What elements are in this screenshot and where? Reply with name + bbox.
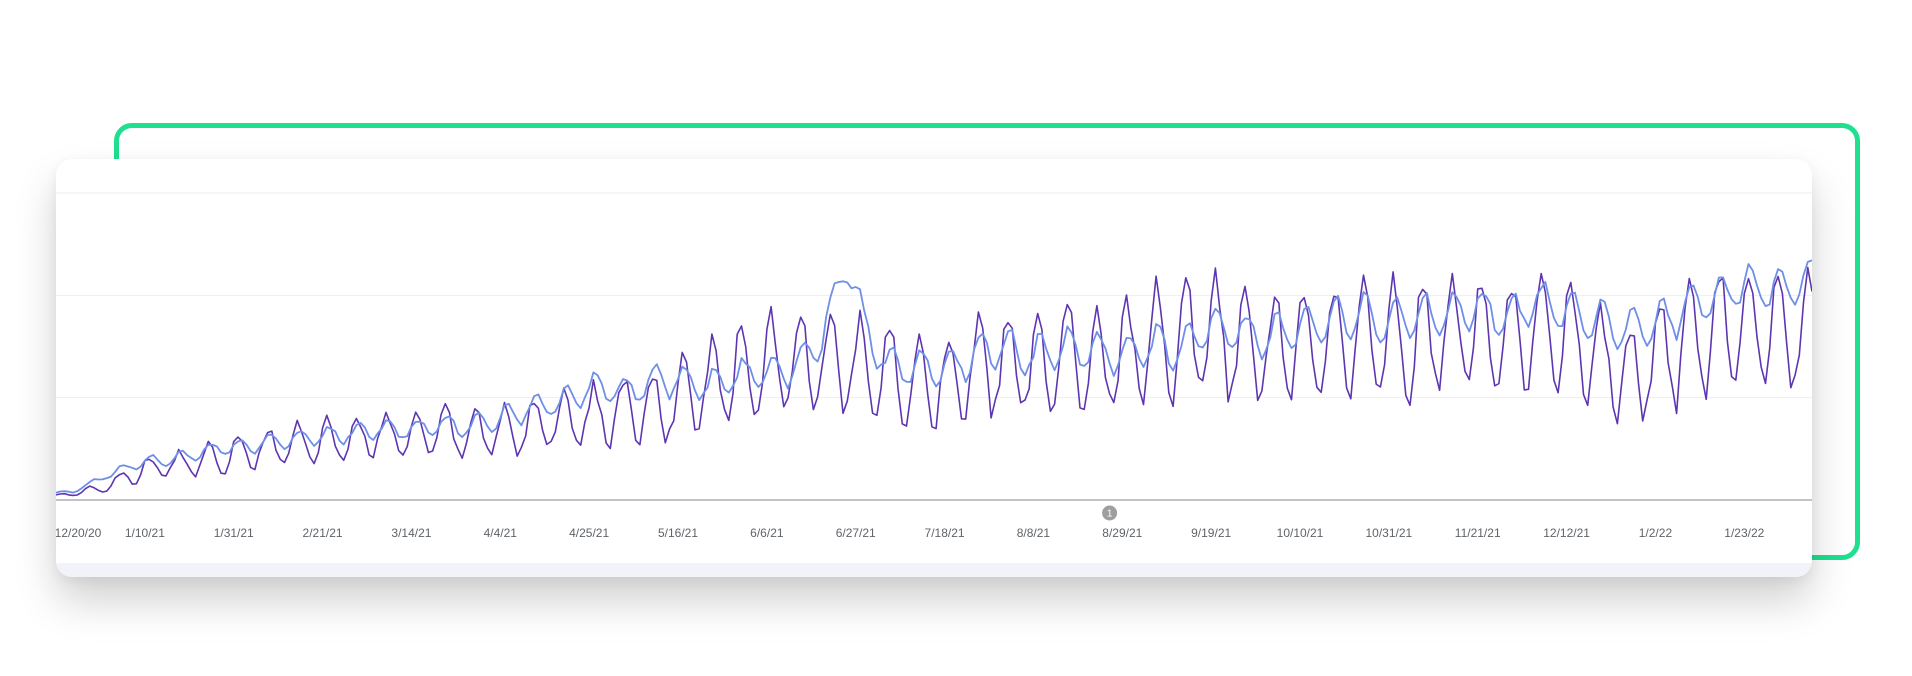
x-tick-label: 9/19/21 [1191,526,1231,540]
x-tick-label: 4/25/21 [569,526,609,540]
x-tick-label: 12/12/21 [1543,526,1590,540]
x-tick-label: 11/21/21 [1455,526,1501,540]
chart-card: 1 12/20/20 1/10/21 1/31/21 2/21/21 3/14/21 4/… [56,159,1812,577]
gridlines [56,192,1812,399]
x-tick-label: 1/31/21 [214,526,254,540]
x-tick-label: 4/4/21 [484,526,518,540]
x-tick-label: 6/27/21 [836,526,876,540]
x-tick-label: 12/20/20 [56,526,102,540]
annotation-label: 1 [1107,509,1113,520]
series-1-line [56,259,1812,494]
x-tick-label: 8/29/21 [1102,526,1142,540]
x-tick-label: 1/10/21 [125,526,165,540]
x-tick-label: 2/21/21 [303,526,343,540]
annotation-group[interactable]: 1 [1102,505,1118,521]
x-axis-tick-labels: 12/20/20 1/10/21 1/31/21 2/21/21 3/14/21 4/4/… [56,526,1765,540]
x-tick-label: 3/14/21 [391,526,431,540]
x-tick-label: 5/16/21 [658,526,698,540]
series-2-line [56,266,1812,497]
x-tick-label: 10/31/21 [1366,526,1413,540]
line-chart: 1 12/20/20 1/10/21 1/31/21 2/21/21 3/14/21 4/… [56,192,1812,540]
annotation-marker[interactable] [1102,505,1118,521]
series-group [56,259,1812,497]
card-footer [56,563,1812,577]
x-tick-label: 1/2/22 [1639,526,1673,540]
x-tick-label: 8/8/21 [1017,526,1051,540]
x-tick-label: 1/23/22 [1724,526,1764,540]
x-tick-label: 10/10/21 [1277,526,1324,540]
x-tick-label: 7/18/21 [925,526,965,540]
x-tick-label: 6/6/21 [750,526,784,540]
